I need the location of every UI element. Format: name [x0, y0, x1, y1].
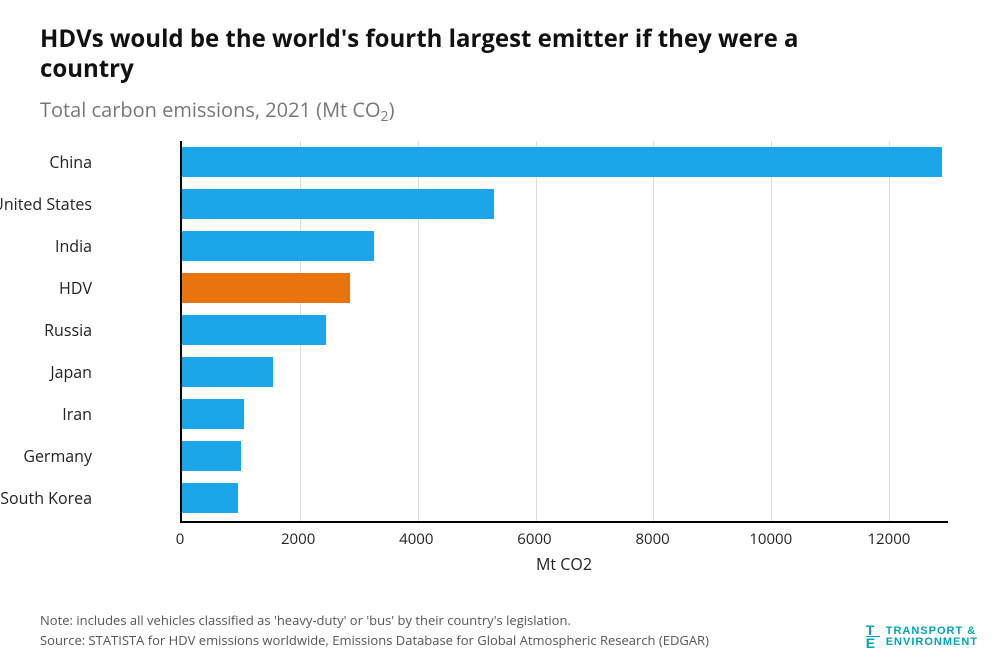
bar — [182, 189, 494, 219]
x-tick-label: 6000 — [517, 529, 551, 549]
bar — [182, 147, 942, 177]
x-tick-label: 2000 — [281, 529, 315, 549]
footnotes: Note: includes all vehicles classified a… — [40, 611, 709, 650]
bar-row — [182, 229, 948, 263]
page: HDVs would be the world's fourth largest… — [0, 0, 1002, 668]
category-label: Iran — [62, 403, 92, 425]
category-label: Russia — [44, 319, 92, 341]
category-label: India — [55, 235, 92, 257]
subtitle-text-prefix: Total carbon emissions, 2021 (Mt CO — [40, 96, 381, 123]
bar-row — [182, 439, 948, 473]
bar-row — [182, 313, 948, 347]
category-label: Germany — [23, 445, 92, 467]
x-tick-label: 10000 — [749, 529, 792, 549]
bar — [182, 441, 241, 471]
note-text: Note: includes all vehicles classified a… — [40, 611, 709, 631]
category-label: HDV — [59, 277, 92, 299]
category-label: South Korea — [0, 487, 92, 509]
x-axis-label: Mt CO2 — [536, 553, 592, 575]
chart-subtitle: Total carbon emissions, 2021 (Mt CO2) — [40, 96, 962, 123]
chart-area: Mt CO2 020004000600080001000012000ChinaU… — [40, 141, 962, 571]
bar-row — [182, 397, 948, 431]
brand-logo-text: TRANSPORT & ENVIRONMENT — [886, 626, 978, 648]
bar-row — [182, 145, 948, 179]
bar — [182, 399, 244, 429]
x-tick-label: 4000 — [399, 529, 433, 549]
bar-highlight — [182, 273, 350, 303]
bar-row — [182, 187, 948, 221]
bar-row — [182, 481, 948, 515]
plot-area — [180, 141, 948, 523]
bar — [182, 357, 273, 387]
subtitle-subscript: 2 — [381, 107, 389, 126]
category-label: China — [49, 151, 92, 173]
bar — [182, 315, 326, 345]
x-tick-label: 8000 — [635, 529, 669, 549]
bar — [182, 483, 238, 513]
bar-row — [182, 355, 948, 389]
logo-mark-bottom: E — [866, 637, 876, 650]
source-text: Source: STATISTA for HDV emissions world… — [40, 631, 709, 651]
bar — [182, 231, 374, 261]
chart-title: HDVs would be the world's fourth largest… — [40, 24, 800, 84]
subtitle-text-suffix: ) — [389, 96, 395, 123]
logo-line2: ENVIRONMENT — [886, 637, 978, 648]
x-tick-label: 0 — [176, 529, 185, 549]
brand-logo-mark: T E — [866, 624, 880, 650]
x-tick-label: 12000 — [867, 529, 910, 549]
category-label: Japan — [50, 361, 92, 383]
category-label: United States — [0, 193, 92, 215]
bar-row — [182, 271, 948, 305]
brand-logo: T E TRANSPORT & ENVIRONMENT — [866, 624, 978, 650]
